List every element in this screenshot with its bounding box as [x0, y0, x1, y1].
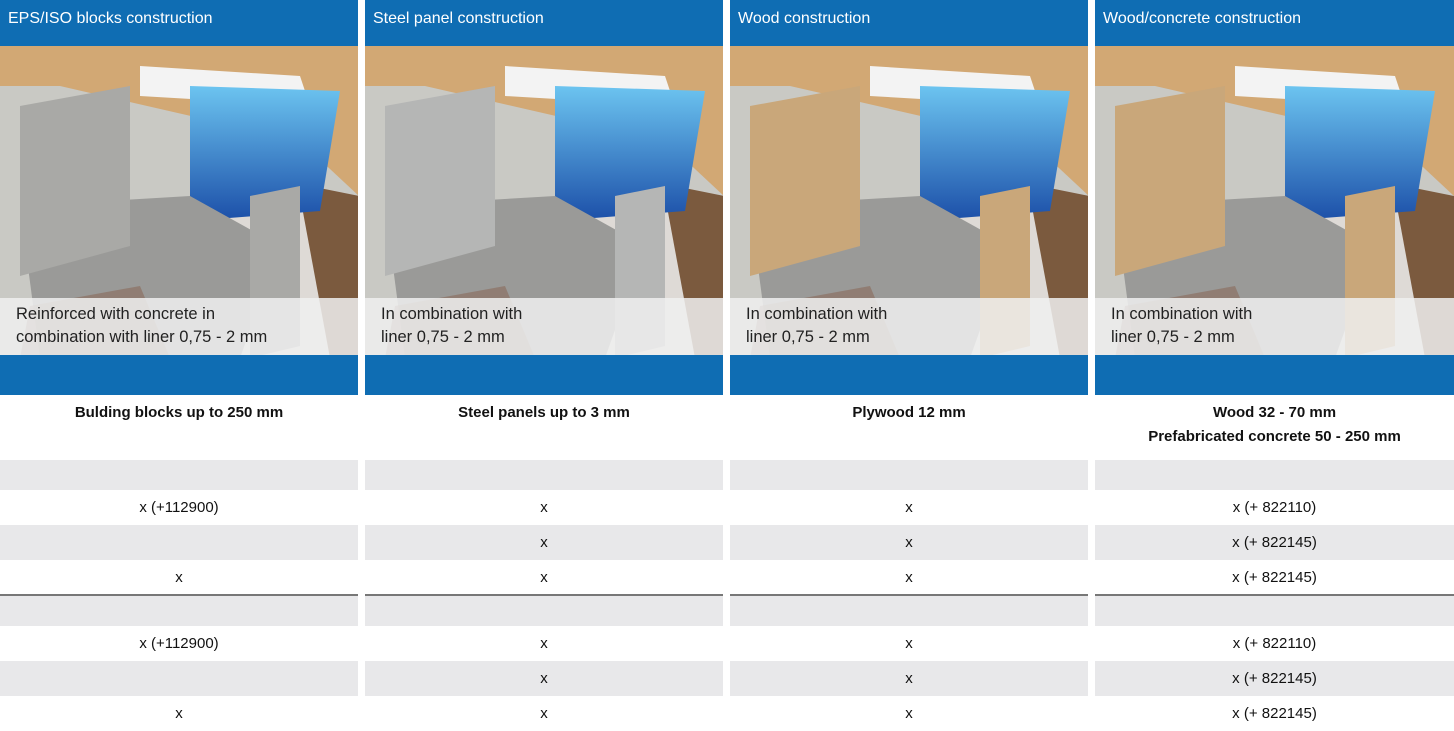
table-cell: x — [540, 569, 548, 586]
table-cell: x — [175, 705, 183, 722]
spec: Plywood 12 mm — [730, 401, 1088, 425]
section-row — [1095, 460, 1454, 490]
caption-line: liner 0,75 - 2 mm — [1111, 328, 1235, 346]
caption-line: In combination with — [1111, 305, 1253, 323]
water — [1285, 86, 1435, 221]
wall — [750, 86, 860, 276]
water — [555, 86, 705, 221]
caption: In combination with liner 0,75 - 2 mm — [730, 298, 1088, 355]
table-cell: x (+ 822145) — [1232, 569, 1317, 586]
spec-line: Bulding blocks up to 250 mm — [74, 404, 284, 421]
table-cell: x — [540, 635, 548, 652]
separator — [365, 594, 723, 596]
table-cell: x (+ 822110) — [1232, 635, 1317, 652]
caption-line: liner 0,75 - 2 mm — [746, 328, 870, 346]
wall — [20, 86, 130, 276]
table-cell: x (+112900) — [139, 635, 219, 652]
separator — [1095, 594, 1454, 596]
spec-line: Steel panels up to 3 mm — [458, 404, 630, 421]
blue-bar — [1095, 355, 1454, 395]
separator — [730, 594, 1088, 596]
table-cell: x — [365, 661, 723, 696]
table-cell — [0, 661, 358, 696]
spec-line: Plywood 12 mm — [852, 404, 966, 421]
table-cell: x — [175, 569, 183, 586]
table-cell — [0, 525, 358, 560]
table-cell: x (+ 822145) — [1232, 705, 1317, 722]
column-header: Wood/concrete construction — [1095, 0, 1454, 46]
table-cell: x (+112900) — [139, 499, 219, 516]
spec: Wood 32 - 70 mm Prefabricated concrete 50… — [1095, 401, 1454, 449]
caption-line: In combination with — [746, 305, 888, 323]
caption: Reinforced with concrete in combination w… — [0, 298, 358, 355]
section-row — [365, 596, 723, 626]
section-row — [1095, 596, 1454, 626]
table-cell: x — [730, 525, 1088, 560]
section-row — [730, 596, 1088, 626]
section-row — [0, 596, 358, 626]
separator — [0, 594, 358, 596]
section-row — [730, 460, 1088, 490]
table-cell: x (+ 822145) — [1095, 525, 1454, 560]
spec: Bulding blocks up to 250 mm — [0, 401, 358, 425]
table-cell: x — [905, 635, 913, 652]
caption: In combination with liner 0,75 - 2 mm — [1095, 298, 1454, 355]
table-cell: x — [730, 661, 1088, 696]
blue-bar — [730, 355, 1088, 395]
water — [920, 86, 1070, 221]
spec-line: Wood 32 - 70 mm — [1212, 404, 1337, 421]
table-cell: x — [540, 499, 548, 516]
caption-line: combination with liner 0,75 - 2 mm — [16, 328, 268, 346]
table-cell: x — [365, 525, 723, 560]
table-cell: x — [540, 705, 548, 722]
table-cell: x (+ 822145) — [1095, 661, 1454, 696]
table-cell: x — [905, 569, 913, 586]
caption: In combination with liner 0,75 - 2 mm — [365, 298, 723, 355]
column-header: Wood construction — [730, 0, 1088, 46]
caption-line: Reinforced with concrete in — [16, 305, 216, 323]
section-row — [0, 460, 358, 490]
section-row — [365, 460, 723, 490]
column-header: Steel panel construction — [365, 0, 723, 46]
wall — [385, 86, 495, 276]
spec: Steel panels up to 3 mm — [365, 401, 723, 425]
blue-bar — [365, 355, 723, 395]
wall — [1115, 86, 1225, 276]
table-cell: x (+ 822110) — [1232, 499, 1317, 516]
caption-line: In combination with — [381, 305, 523, 323]
water — [190, 86, 340, 221]
table-cell: x — [905, 705, 913, 722]
table-cell: x — [905, 499, 913, 516]
caption-line: liner 0,75 - 2 mm — [381, 328, 505, 346]
blue-bar — [0, 355, 358, 395]
column-header: EPS/ISO blocks construction — [0, 0, 358, 46]
spec-line: Prefabricated concrete 50 - 250 mm — [1148, 428, 1401, 445]
